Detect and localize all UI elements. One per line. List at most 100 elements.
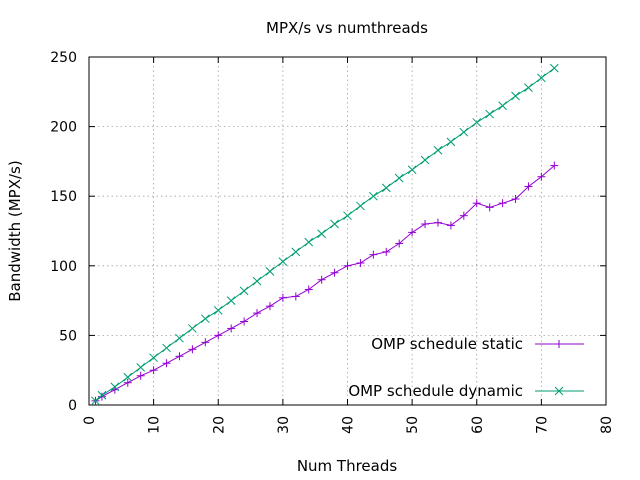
data-point (149, 366, 158, 375)
data-point (356, 259, 365, 268)
axis-ticks: 0 10 20 30 40 50 60 70 80 0 50 100 150 200 250 (50, 50, 615, 434)
data-point (252, 276, 262, 286)
x-tick-label: 80 (599, 416, 615, 434)
series-static (91, 161, 559, 405)
data-point (537, 73, 546, 83)
data-point (149, 353, 158, 363)
data-point (382, 247, 391, 256)
data-point (330, 268, 339, 277)
data-point (511, 194, 520, 203)
data-point (278, 293, 287, 302)
data-point (201, 338, 210, 347)
y-tick-label: 100 (50, 259, 77, 275)
data-point (123, 372, 133, 382)
legend: OMP schedule static OMP schedule dynamic (348, 335, 584, 400)
data-point (265, 302, 274, 311)
data-point (110, 382, 120, 392)
y-tick-label: 200 (50, 120, 77, 136)
data-point (123, 378, 132, 387)
data-point (498, 199, 507, 208)
series-line (95, 165, 555, 402)
legend-marker-dynamic (554, 386, 564, 396)
data-point (304, 285, 313, 294)
data-point (537, 172, 546, 181)
data-point (356, 201, 365, 211)
legend-label-dynamic: OMP schedule dynamic (348, 382, 523, 400)
data-point (213, 305, 223, 315)
data-point (368, 191, 378, 201)
chart-title: MPX/s vs numthreads (266, 19, 428, 37)
data-point (369, 250, 378, 259)
data-point (420, 155, 430, 165)
x-tick-label: 70 (534, 416, 550, 434)
legend-label-static: OMP schedule static (371, 335, 523, 353)
data-point (291, 247, 301, 257)
plot-frame (88, 56, 607, 406)
x-tick-label: 20 (211, 416, 227, 434)
data-point (472, 199, 481, 208)
data-point (317, 275, 326, 284)
y-tick-label: 0 (68, 398, 77, 414)
data-point (550, 161, 559, 170)
data-point (407, 165, 417, 175)
x-tick-label: 50 (405, 416, 421, 434)
data-point (433, 218, 442, 227)
data-point (395, 239, 404, 248)
data-point (265, 267, 275, 276)
series-group (91, 63, 559, 406)
data-point (91, 396, 100, 406)
data-point (524, 83, 533, 92)
data-point (330, 219, 339, 229)
data-point (239, 286, 249, 296)
data-point (343, 211, 352, 221)
data-point (227, 324, 236, 333)
data-point (459, 127, 469, 137)
data-point (175, 352, 184, 361)
legend-point (555, 340, 563, 348)
data-point (175, 333, 184, 343)
data-point (136, 371, 145, 380)
y-axis-title: Bandwidth (MPX/s) (6, 160, 24, 301)
x-axis-title: Num Threads (297, 457, 398, 475)
data-point (200, 314, 210, 324)
data-point (162, 343, 171, 353)
y-tick-label: 150 (50, 189, 77, 205)
data-point (498, 101, 507, 111)
data-point (97, 390, 107, 400)
data-point (549, 63, 559, 73)
data-point (433, 145, 443, 155)
data-point (485, 203, 494, 212)
data-point (472, 118, 482, 127)
data-point (214, 331, 223, 340)
data-point (485, 109, 495, 119)
data-point (278, 257, 288, 266)
legend-point (554, 386, 564, 396)
x-tick-label: 40 (341, 416, 357, 434)
data-point (421, 220, 430, 229)
data-point (136, 363, 146, 372)
data-point (291, 292, 300, 301)
data-point (511, 91, 520, 101)
data-point (317, 229, 327, 239)
x-tick-label: 30 (276, 416, 292, 434)
data-point (459, 211, 468, 220)
y-tick-label: 250 (50, 50, 77, 66)
data-point (188, 324, 197, 333)
x-tick-label: 0 (82, 416, 98, 425)
data-point (394, 173, 404, 183)
data-point (343, 261, 352, 270)
data-point (162, 359, 171, 368)
data-point (446, 137, 456, 147)
x-tick-label: 60 (470, 416, 486, 434)
data-point (188, 345, 197, 354)
data-point (446, 221, 455, 230)
x-tick-label: 10 (147, 416, 163, 434)
data-point (304, 237, 314, 247)
grid-lines (89, 57, 606, 405)
series-dynamic (91, 63, 559, 406)
legend-marker-static (555, 340, 563, 348)
data-point (408, 228, 417, 237)
data-point (524, 182, 533, 191)
data-point (240, 317, 249, 326)
